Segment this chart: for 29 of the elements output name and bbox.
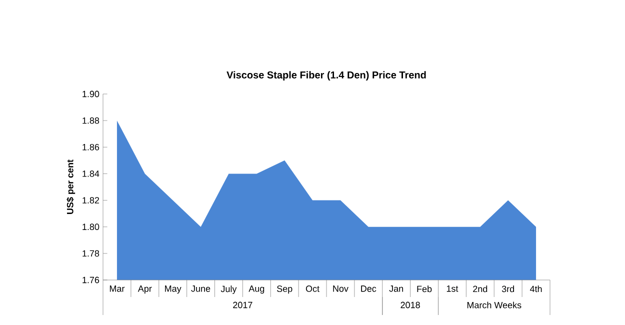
chart-title: Viscose Staple Fiber (1.4 Den) Price Trend [226, 71, 426, 80]
x-tick-label: Mar [110, 286, 125, 292]
text: March Weeks [467, 302, 522, 308]
y-tick-label: 1.88 [82, 117, 100, 124]
x-tick-label: Nov [333, 286, 348, 292]
y-axis-title: US$ per cent [66, 160, 76, 214]
x-tick-label: July [220, 286, 237, 294]
x-tick-label: Apr [138, 286, 152, 294]
x-tick-label: 3rd [502, 286, 514, 292]
x-tick-label: Sep [276, 286, 292, 294]
x-tick-label: 4th [530, 286, 542, 292]
y-tick-label: 1.76 [82, 276, 100, 284]
y-tick-label: 1.86 [82, 144, 100, 150]
y-tick-label: 1.84 [82, 170, 100, 177]
x-tick-label: 2nd [473, 286, 488, 292]
y-tick-label: 1.80 [82, 224, 100, 230]
y-tick-label: 1.82 [82, 197, 100, 204]
x-tick-label: Dec [361, 286, 376, 292]
y-tick-label: 1.78 [82, 250, 100, 257]
text: 2017 [233, 302, 252, 308]
y-tick-label: 1.90 [82, 90, 100, 98]
x-tick-label: Oct [306, 286, 320, 292]
x-tick-label: Aug [248, 286, 264, 294]
x-tick-label: May [165, 286, 182, 294]
x-tick-label: June [191, 286, 210, 292]
text: 2018 [400, 302, 420, 308]
x-tick-label: Feb [417, 286, 432, 292]
x-tick-label: 1st [446, 286, 458, 292]
x-tick-label: Jan [389, 286, 404, 292]
